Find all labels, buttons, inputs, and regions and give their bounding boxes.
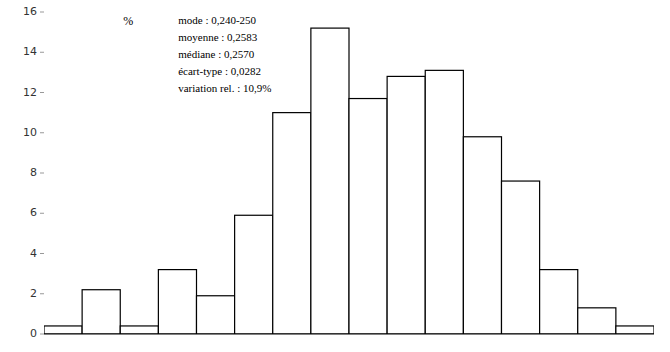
bar	[44, 326, 82, 334]
annotation-line: mode : 0,240-250	[178, 14, 256, 26]
annotation: mode : 0,240-250 moyenne : 0,2583 médiane …	[178, 14, 271, 94]
bar	[616, 326, 654, 334]
bar	[235, 215, 273, 334]
y-tick	[40, 293, 44, 294]
bar	[158, 270, 196, 334]
y-tick	[40, 92, 44, 93]
bar	[120, 326, 158, 334]
bar	[578, 308, 616, 334]
annotation-line: moyenne : 0,2583	[178, 31, 258, 43]
chart-container: 0 2 4 6 8 10 12 14 16% mode : 0,240-250 moyenne : …	[0, 0, 670, 352]
y-tick	[40, 132, 44, 133]
bar	[463, 137, 501, 334]
bar	[311, 28, 349, 334]
y-tick-label: 16	[23, 5, 37, 18]
chart-svg: 0 2 4 6 8 10 12 14 16% mode : 0,240-250 moyenne : …	[0, 0, 670, 352]
bar	[82, 290, 120, 334]
y-label: %	[123, 14, 133, 28]
y-tick	[40, 334, 44, 335]
y-tick-label: 14	[23, 45, 37, 58]
x-axis-line	[44, 334, 654, 335]
y-tick-label: 8	[30, 166, 37, 179]
annotation-line: écart-type : 0,0282	[178, 65, 261, 77]
annotation-line: variation rel. : 10,9%	[178, 82, 271, 94]
y-tick-label: 10	[23, 126, 37, 139]
y-tick	[40, 213, 44, 214]
y-tick-label: 2	[30, 287, 37, 300]
y-tick	[40, 253, 44, 254]
y-tick	[40, 12, 44, 13]
bars	[44, 28, 654, 334]
y-tick-label: 0	[30, 327, 37, 340]
bar	[197, 296, 235, 334]
bar	[502, 181, 540, 334]
bar	[273, 113, 311, 334]
bar	[425, 70, 463, 334]
bar	[540, 270, 578, 334]
bar	[349, 99, 387, 334]
y-tick	[40, 173, 44, 174]
y-tick-label: 12	[23, 86, 37, 99]
y-tick-label: 6	[30, 206, 37, 219]
y-axis: 0 2 4 6 8 10 12 14 16	[23, 5, 44, 340]
bar	[387, 76, 425, 334]
y-tick	[40, 52, 44, 53]
annotation-line: médiane : 0,2570	[178, 48, 255, 60]
y-tick-label: 4	[30, 247, 37, 260]
